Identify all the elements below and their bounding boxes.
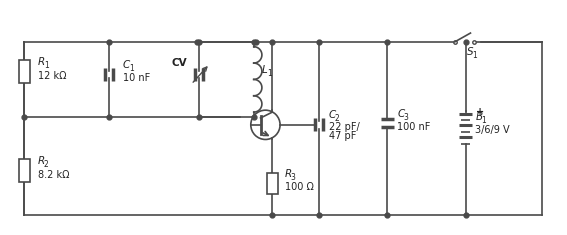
- Text: 2: 2: [44, 160, 49, 169]
- Text: 8.2 kΩ: 8.2 kΩ: [38, 170, 69, 180]
- Text: 3: 3: [291, 173, 296, 182]
- Text: B: B: [475, 112, 483, 121]
- FancyBboxPatch shape: [19, 60, 29, 83]
- Text: C: C: [397, 109, 404, 119]
- FancyBboxPatch shape: [19, 159, 29, 182]
- Text: R: R: [38, 156, 45, 166]
- Text: R: R: [285, 169, 292, 179]
- Text: R: R: [38, 57, 45, 67]
- Text: 100 Ω: 100 Ω: [285, 182, 314, 192]
- Text: 3/6/9 V: 3/6/9 V: [475, 125, 510, 135]
- Text: 12 kΩ: 12 kΩ: [38, 70, 66, 81]
- Text: C: C: [329, 110, 336, 120]
- Text: 1: 1: [129, 64, 133, 73]
- Text: 47 pF: 47 pF: [329, 131, 356, 141]
- Text: 2: 2: [335, 114, 340, 123]
- Text: 1: 1: [44, 61, 49, 70]
- Text: 10 nF: 10 nF: [123, 74, 150, 83]
- Text: 100 nF: 100 nF: [397, 122, 430, 132]
- Text: L: L: [261, 65, 267, 75]
- Text: CV: CV: [172, 58, 187, 68]
- Text: 1: 1: [472, 51, 477, 60]
- Text: 1: 1: [481, 116, 486, 125]
- Text: 3: 3: [403, 113, 408, 122]
- Text: 22 pF/: 22 pF/: [329, 122, 359, 132]
- Text: S: S: [467, 47, 473, 57]
- Text: C: C: [123, 60, 130, 70]
- Text: 1: 1: [268, 69, 272, 78]
- FancyBboxPatch shape: [267, 173, 278, 194]
- Text: +: +: [476, 107, 484, 117]
